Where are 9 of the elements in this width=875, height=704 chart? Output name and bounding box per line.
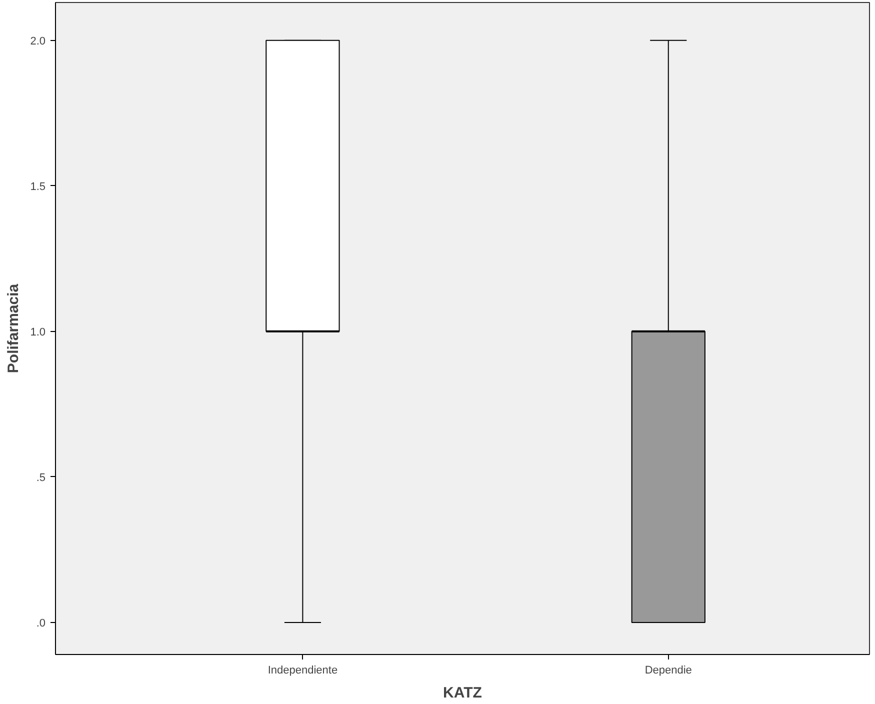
y-tick-label: 2.0 bbox=[30, 35, 46, 48]
x-tick-label: Dependie bbox=[644, 664, 692, 676]
x-tick-label: Independiente bbox=[268, 664, 338, 676]
y-tick-label: .0 bbox=[36, 617, 46, 630]
y-axis-title: Polifarmacia bbox=[5, 283, 22, 374]
y-tick-label: 1.0 bbox=[30, 326, 46, 338]
y-tick-label: 1.5 bbox=[30, 180, 46, 193]
y-tick-label: .5 bbox=[36, 472, 46, 484]
x-axis-title: KATZ bbox=[443, 684, 482, 702]
